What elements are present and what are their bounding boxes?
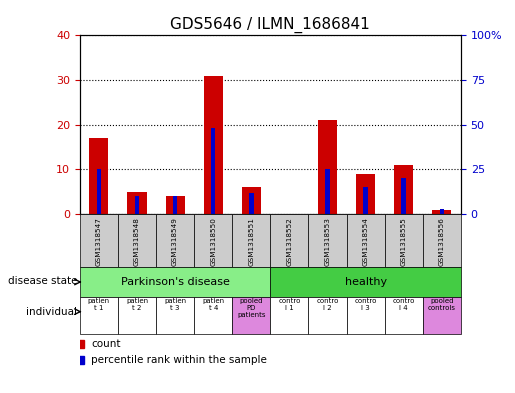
Text: count: count — [91, 339, 121, 349]
FancyBboxPatch shape — [270, 267, 461, 297]
Text: pooled
PD
patients: pooled PD patients — [237, 298, 266, 318]
Bar — [394, 165, 414, 214]
Bar — [318, 120, 337, 214]
Bar — [433, 210, 451, 214]
Bar — [135, 196, 139, 214]
FancyBboxPatch shape — [118, 297, 156, 334]
Bar — [204, 75, 223, 214]
Bar — [90, 138, 109, 214]
Bar — [173, 196, 177, 214]
FancyBboxPatch shape — [194, 297, 232, 334]
Text: GSM1318548: GSM1318548 — [134, 217, 140, 266]
Text: GSM1318553: GSM1318553 — [324, 217, 331, 266]
Bar — [242, 187, 261, 214]
Text: patien
t 3: patien t 3 — [164, 298, 186, 311]
Bar — [97, 169, 101, 214]
Bar — [128, 192, 147, 214]
Bar — [166, 196, 185, 214]
FancyBboxPatch shape — [194, 214, 232, 267]
Text: Parkinson's disease: Parkinson's disease — [121, 277, 230, 287]
Bar — [440, 209, 444, 214]
Title: GDS5646 / ILMN_1686841: GDS5646 / ILMN_1686841 — [170, 17, 370, 33]
FancyBboxPatch shape — [118, 214, 156, 267]
Bar — [211, 129, 215, 214]
Text: GSM1318556: GSM1318556 — [439, 217, 445, 266]
Text: percentile rank within the sample: percentile rank within the sample — [91, 354, 267, 365]
Text: contro
l 1: contro l 1 — [278, 298, 301, 311]
Bar — [356, 174, 375, 214]
FancyBboxPatch shape — [156, 297, 194, 334]
Bar — [364, 187, 368, 214]
FancyBboxPatch shape — [80, 297, 118, 334]
FancyBboxPatch shape — [347, 214, 385, 267]
FancyBboxPatch shape — [308, 297, 347, 334]
Text: GSM1318554: GSM1318554 — [363, 217, 369, 266]
Bar — [249, 193, 253, 214]
Text: GSM1318552: GSM1318552 — [286, 217, 293, 266]
FancyBboxPatch shape — [385, 297, 423, 334]
FancyBboxPatch shape — [232, 214, 270, 267]
Bar — [325, 169, 330, 214]
FancyBboxPatch shape — [80, 267, 270, 297]
Text: patien
t 4: patien t 4 — [202, 298, 224, 311]
FancyBboxPatch shape — [232, 297, 270, 334]
Text: contro
l 3: contro l 3 — [354, 298, 377, 311]
Text: contro
l 2: contro l 2 — [316, 298, 339, 311]
Text: disease state: disease state — [8, 275, 77, 285]
FancyBboxPatch shape — [347, 297, 385, 334]
Text: patien
t 1: patien t 1 — [88, 298, 110, 311]
Text: contro
l 4: contro l 4 — [392, 298, 415, 311]
Text: patien
t 2: patien t 2 — [126, 298, 148, 311]
FancyBboxPatch shape — [423, 297, 461, 334]
FancyBboxPatch shape — [308, 214, 347, 267]
Text: GSM1318555: GSM1318555 — [401, 217, 407, 266]
FancyBboxPatch shape — [270, 214, 308, 267]
Text: individual: individual — [26, 307, 77, 317]
Text: GSM1318550: GSM1318550 — [210, 217, 216, 266]
Bar — [402, 178, 406, 214]
FancyBboxPatch shape — [423, 214, 461, 267]
Text: pooled
controls: pooled controls — [428, 298, 456, 311]
FancyBboxPatch shape — [270, 297, 308, 334]
FancyBboxPatch shape — [156, 214, 194, 267]
Text: GSM1318549: GSM1318549 — [172, 217, 178, 266]
FancyBboxPatch shape — [80, 214, 118, 267]
Text: GSM1318551: GSM1318551 — [248, 217, 254, 266]
Text: GSM1318547: GSM1318547 — [96, 217, 102, 266]
Text: healthy: healthy — [345, 277, 387, 287]
FancyBboxPatch shape — [385, 214, 423, 267]
